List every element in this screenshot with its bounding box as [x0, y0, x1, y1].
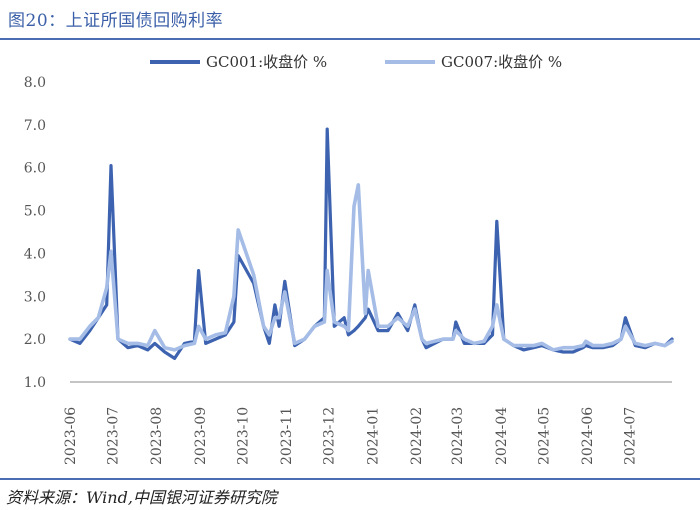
x-tick-label: 2023-12 [322, 407, 338, 465]
figure-title: 图20：上证所国债回购利率 [8, 11, 224, 31]
legend-label: GC007:收盘价 % [441, 53, 562, 71]
x-tick-label: 2023-11 [279, 407, 295, 465]
x-tick-label: 2024-02 [409, 407, 425, 465]
y-tick-label: 2.0 [24, 332, 46, 348]
x-tick-label: 2023-09 [193, 407, 209, 465]
plot-area [68, 127, 674, 360]
chart-legend: GC001:收盘价 % GC007:收盘价 % [150, 53, 562, 71]
y-tick-label: 5.0 [24, 204, 46, 220]
x-tick-label: 2024-06 [580, 407, 596, 465]
x-tick-label: 2023-10 [235, 407, 251, 465]
x-tick-label: 2023-08 [149, 407, 165, 465]
y-tick-label: 4.0 [24, 246, 46, 262]
series-line-gc001 [68, 127, 674, 360]
x-tick-label: 2024-07 [623, 407, 639, 465]
x-tick-label: 2024-05 [536, 407, 552, 465]
title-rule [0, 38, 700, 40]
line-chart: GC001:收盘价 % GC007:收盘价 % 1.0 2.0 3.0 4.0 5.0 6.… [24, 53, 674, 465]
x-axis: 2023-06 2023-07 2023-08 2023-09 2023-10 2023-… [63, 381, 672, 465]
source-note: 资料来源：Wind,中国银河证券研究院 [6, 488, 277, 507]
y-tick-label: 8.0 [24, 75, 46, 91]
y-axis: 1.0 2.0 3.0 4.0 5.0 6.0 7.0 8.0 [24, 75, 46, 391]
x-tick-label: 2023-07 [105, 407, 121, 465]
y-tick-label: 1.0 [24, 375, 46, 391]
x-tick-label: 2024-04 [494, 407, 510, 465]
x-tick-label: 2023-06 [63, 407, 79, 465]
series-line-gc007 [68, 183, 674, 352]
y-tick-label: 7.0 [24, 118, 46, 134]
y-tick-label: 6.0 [24, 161, 46, 177]
y-tick-label: 3.0 [24, 289, 46, 305]
source-rule [0, 478, 700, 480]
x-tick-label: 2024-03 [450, 407, 466, 465]
x-tick-label: 2024-01 [365, 407, 381, 465]
legend-label: GC001:收盘价 % [206, 53, 327, 71]
